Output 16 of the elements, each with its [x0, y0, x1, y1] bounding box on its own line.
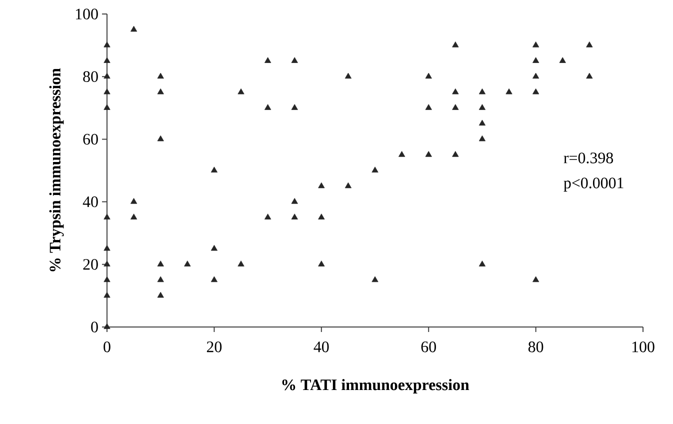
x-tick-label: 20: [206, 341, 222, 352]
y-tick-label: 20: [83, 259, 98, 270]
y-tick-label: 0: [91, 322, 98, 332]
annotation: p<0.0001: [564, 178, 624, 192]
y-tick-label: 40: [82, 196, 98, 208]
y-axis-title: % Trypsin immunoexpression: [49, 68, 64, 272]
x-tick-label: 40: [314, 341, 329, 352]
y-tick-label: 80: [83, 71, 98, 82]
x-axis-title: % TATI immunoexpression: [282, 379, 470, 394]
y-tick-label: 60: [83, 134, 98, 145]
x-tick-label: 80: [528, 341, 544, 352]
annotation: r=0.398: [564, 152, 614, 164]
x-tick-label: 60: [421, 341, 436, 352]
x-tick-label: 0: [104, 341, 110, 352]
y-tick-label: 100: [76, 8, 98, 20]
x-tick-label: 100: [632, 341, 654, 352]
